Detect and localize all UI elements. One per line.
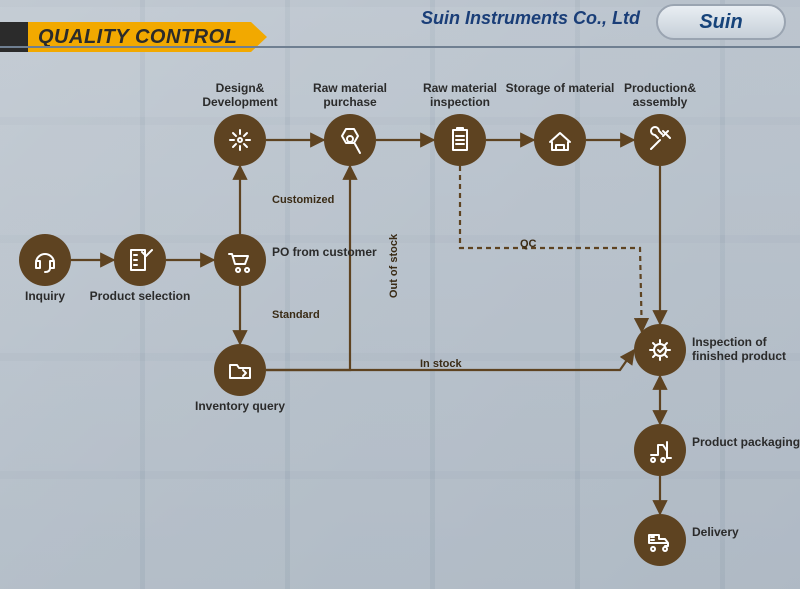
node-label-design: Design& Development: [185, 82, 295, 110]
node-label-storage: Storage of material: [505, 82, 615, 96]
node-label-raw_inspect: Raw material inspection: [405, 82, 515, 110]
node-storage: [534, 114, 586, 166]
node-label-prod_asm: Production& assembly: [605, 82, 715, 110]
node-design: [214, 114, 266, 166]
node-prod_asm: [634, 114, 686, 166]
node-label-delivery: Delivery: [692, 526, 800, 540]
node-inspect_fp: [634, 324, 686, 376]
edge-label-raw_inspect-inspect_fp: QC: [520, 238, 537, 250]
node-raw_purchase: [324, 114, 376, 166]
node-inv_query: [214, 344, 266, 396]
node-delivery: [634, 514, 686, 566]
node-label-raw_purchase: Raw material purchase: [295, 82, 405, 110]
edge-label-po-inv_query: Standard: [272, 309, 320, 321]
edge-label-inv_query-inspect_fp: In stock: [420, 358, 462, 370]
node-label-inspect_fp: Inspection of finished product: [692, 336, 800, 364]
node-label-packaging: Product packaging: [692, 436, 800, 450]
node-raw_inspect: [434, 114, 486, 166]
node-packaging: [634, 424, 686, 476]
node-label-inv_query: Inventory query: [185, 400, 295, 414]
edge-label-po-design: Customized: [272, 194, 334, 206]
node-label-prod_sel: Product selection: [85, 290, 195, 304]
node-label-po: PO from customer: [272, 246, 382, 260]
edge-label-inv_query-raw_purchase: Out of stock: [388, 234, 400, 298]
node-inquiry: [19, 234, 71, 286]
node-po: [214, 234, 266, 286]
edge-raw_inspect-to-inspect_fp: [460, 166, 642, 332]
node-prod_sel: [114, 234, 166, 286]
